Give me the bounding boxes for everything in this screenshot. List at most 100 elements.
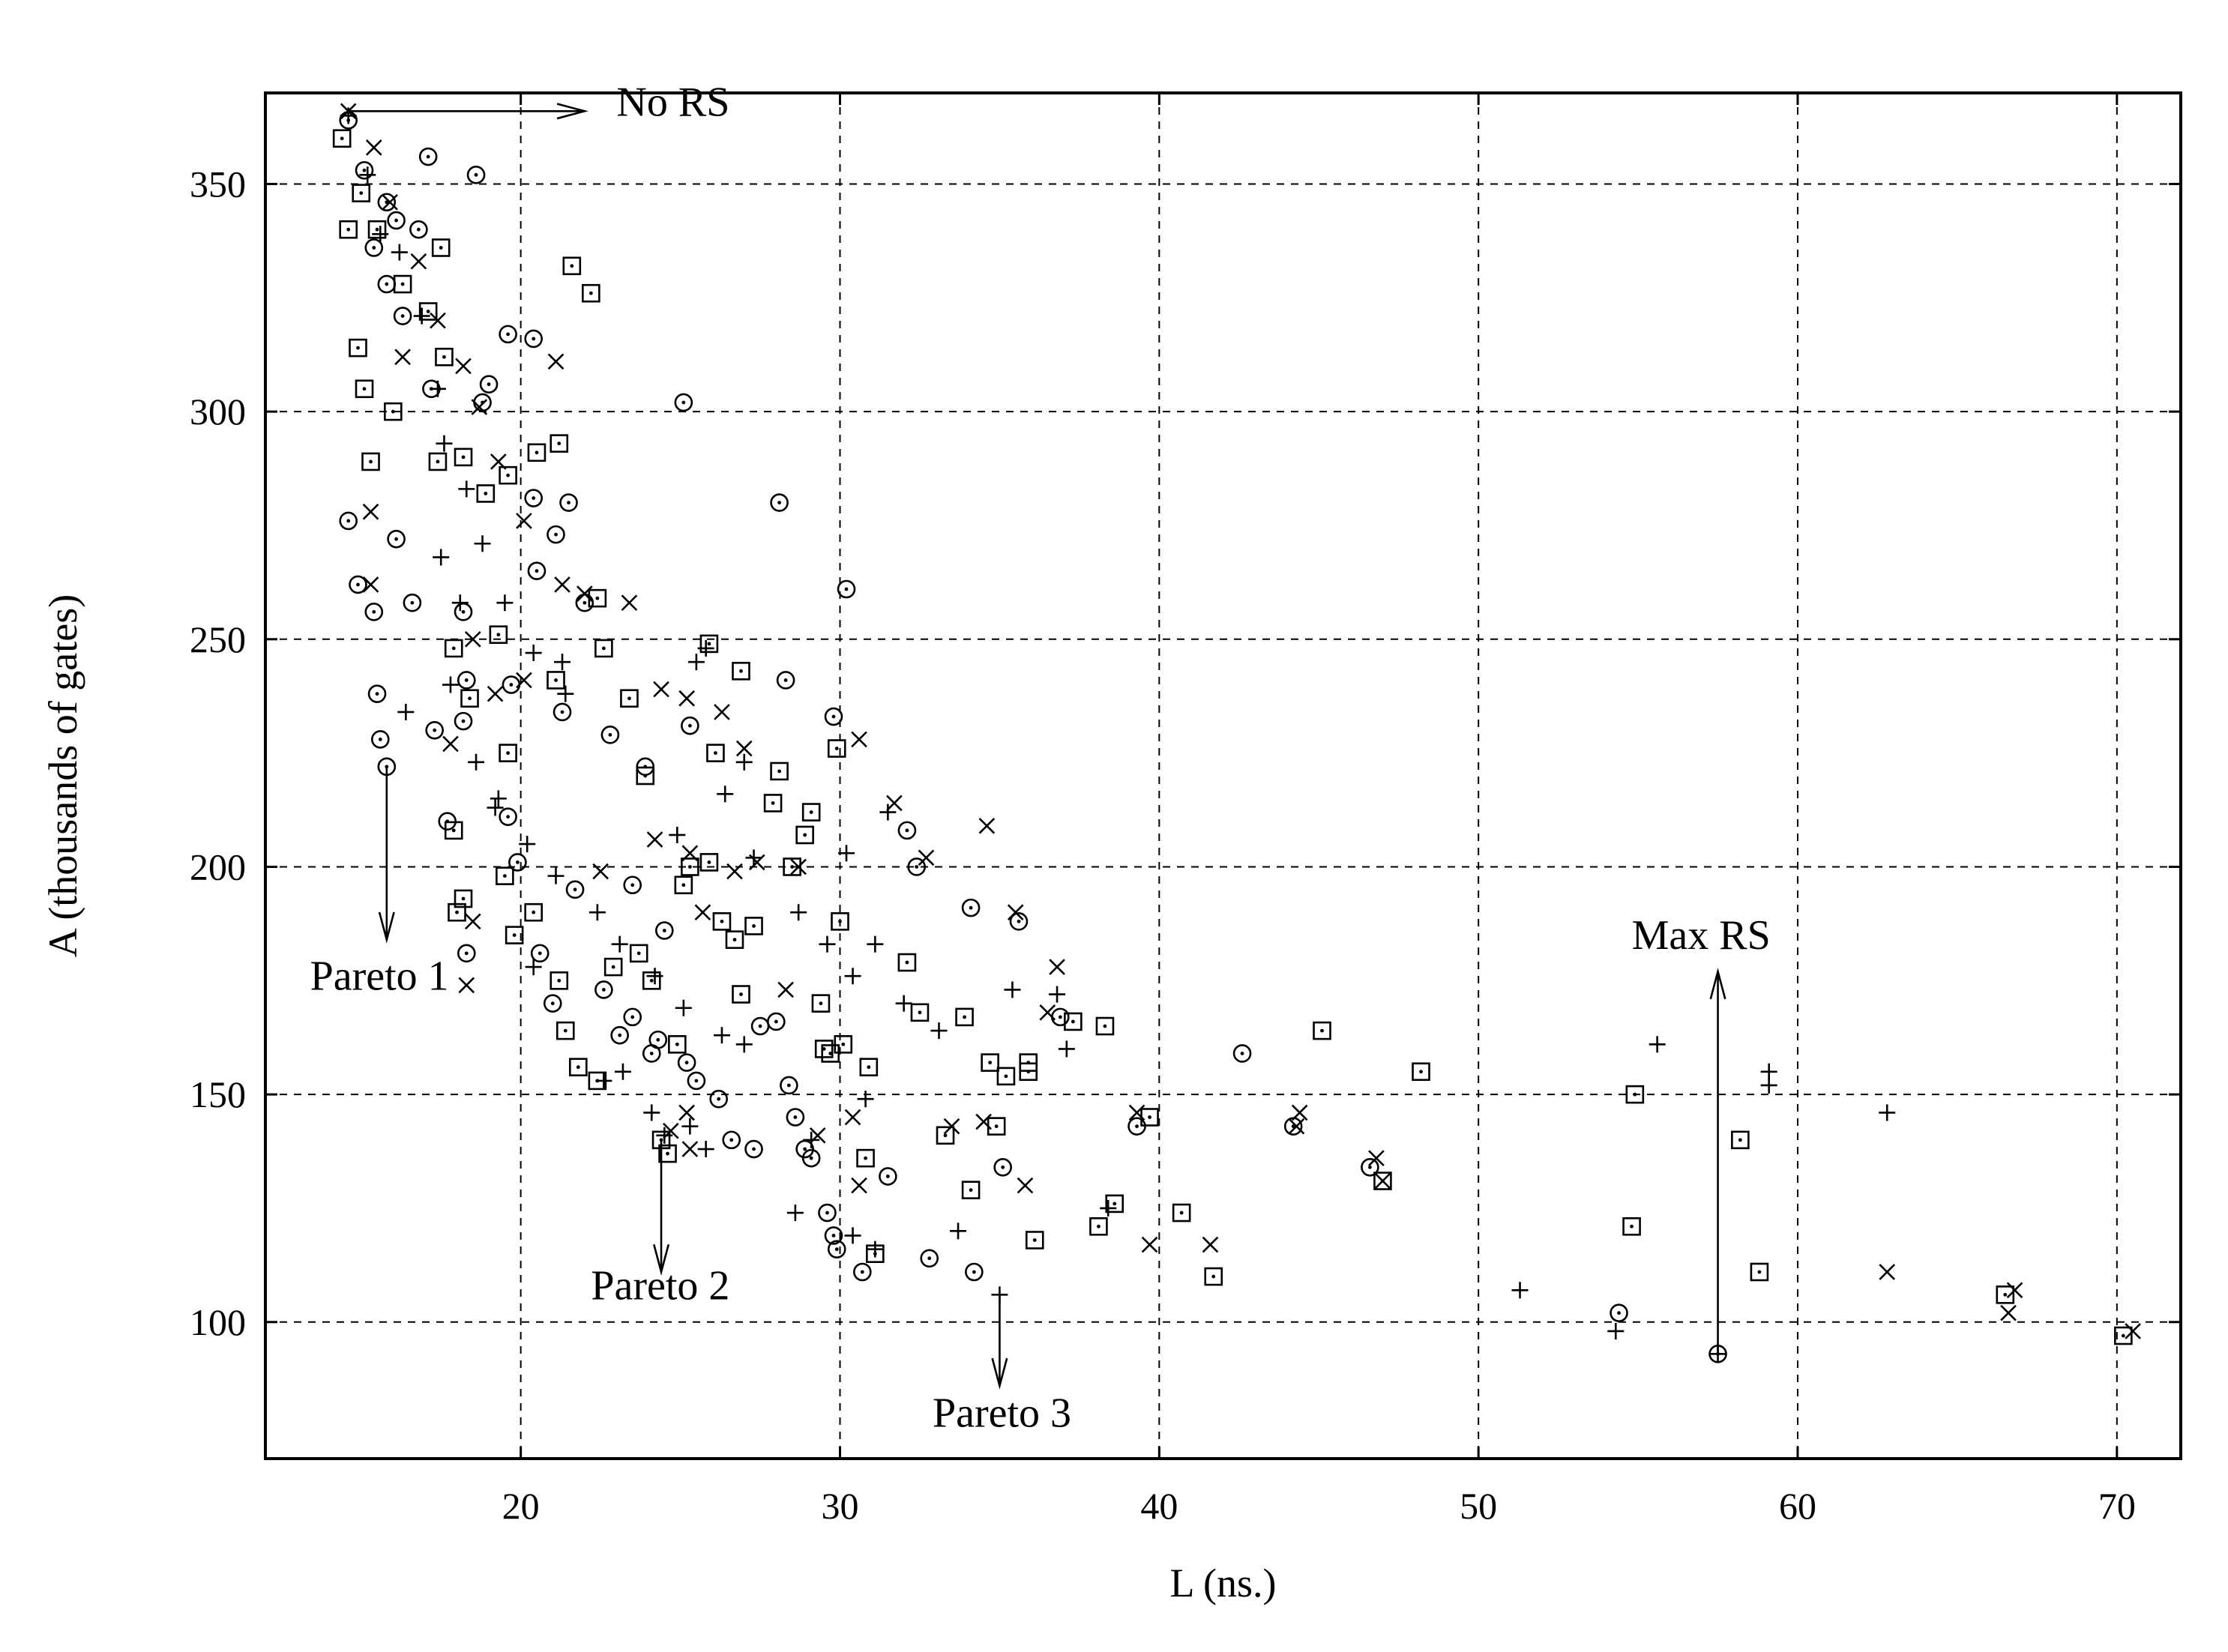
annotation-arrowhead — [1709, 968, 1726, 1000]
circle-outline — [767, 1012, 786, 1031]
annotation-label: Pareto 2 — [591, 1262, 729, 1309]
square-dot-point — [674, 875, 693, 895]
square-dot-point — [550, 434, 569, 453]
cross-point — [1141, 1236, 1158, 1253]
plus-point — [950, 1223, 967, 1240]
plus-point — [490, 790, 507, 807]
cross-stroke-b — [851, 1177, 867, 1194]
circle-outline — [818, 1203, 837, 1223]
circle-dot-point — [1051, 1007, 1070, 1027]
axis-ticks: 20 30 40 50 60 70 100 150 200 250 300 350 — [190, 93, 2181, 1527]
cross-stroke-b — [516, 513, 532, 529]
plus-point — [697, 1141, 714, 1158]
square-dot-point — [725, 930, 744, 949]
square-dot-point — [668, 1035, 687, 1054]
annotation-label: Pareto 1 — [310, 953, 449, 999]
square-center-dot — [369, 459, 373, 464]
plus-point — [442, 676, 459, 693]
square-outline — [961, 1181, 981, 1199]
circle-center-dot — [618, 1033, 622, 1037]
annotation-pareto-2: Pareto 2 — [591, 1139, 729, 1309]
circle-dot-point — [565, 880, 585, 899]
plus-point — [669, 826, 686, 843]
square-center-dot — [436, 459, 440, 464]
circle-outline — [370, 730, 390, 749]
square-outline — [1373, 1172, 1392, 1190]
square-dot-point — [588, 1071, 607, 1091]
square-center-dot — [451, 646, 456, 651]
circle-dot-point — [575, 593, 594, 612]
plus-point — [735, 1036, 753, 1053]
plus-point — [554, 654, 571, 671]
square-outline — [732, 985, 750, 1004]
circle-dot-point — [600, 726, 620, 744]
square-dot-point — [444, 821, 463, 840]
x-axis-title: L (ns.) — [1170, 1561, 1277, 1606]
cross-stroke-b — [886, 795, 903, 812]
cross-stroke-b — [1879, 1264, 1896, 1280]
square-center-dot — [1179, 1211, 1184, 1215]
cross-point — [362, 503, 379, 520]
square-outline — [981, 1053, 999, 1072]
circle-center-dot — [662, 929, 666, 932]
circle-center-dot — [532, 496, 536, 500]
cross-point — [442, 735, 459, 753]
circle-center-dot — [1135, 1124, 1139, 1129]
circle-outline — [879, 1167, 897, 1186]
square-dot-point — [961, 1181, 981, 1199]
circle-dot-point — [674, 393, 693, 412]
circle-dot-point — [524, 329, 544, 349]
y-tick-label: 300 — [190, 391, 246, 432]
square-outline — [460, 689, 479, 708]
square-outline — [1025, 1231, 1044, 1249]
square-outline — [732, 662, 750, 681]
square-dot-point — [732, 985, 750, 1004]
circle-center-dot — [681, 400, 686, 405]
square-center-dot — [484, 492, 488, 495]
square-outline — [428, 452, 448, 471]
circle-outline — [387, 211, 406, 230]
cross-point — [410, 253, 427, 270]
square-center-dot — [2003, 1292, 2008, 1297]
circle-center-dot — [560, 710, 564, 714]
circle-dot-point — [387, 211, 406, 230]
cross-point — [1288, 1118, 1305, 1135]
plus-point — [525, 959, 542, 976]
circle-outline — [524, 489, 544, 507]
circle-outline — [722, 1130, 741, 1150]
square-dot-point — [1750, 1262, 1769, 1282]
annotations: No RS Pareto 1 Pareto 2 Pareto 3 Max RS — [310, 79, 1771, 1436]
plus-point — [611, 935, 628, 953]
square-outline — [699, 634, 719, 654]
circle-center-dot — [426, 154, 430, 159]
square-center-dot — [496, 633, 501, 637]
circle-dot-point — [795, 1139, 814, 1159]
square-center-dot — [442, 355, 446, 359]
circle-dot-point — [1283, 1117, 1303, 1136]
square-outline — [1625, 1085, 1645, 1104]
circle-outline — [364, 603, 384, 621]
circle-outline — [377, 274, 397, 294]
cross-stroke-b — [410, 253, 427, 270]
square-outline — [1172, 1203, 1191, 1223]
plus-point — [397, 703, 415, 720]
cross-stroke-b — [851, 731, 867, 748]
square-outline — [562, 256, 582, 276]
plus-point — [930, 1022, 948, 1040]
circle-dot-point — [377, 274, 397, 294]
circle-center-dot — [687, 723, 692, 728]
cross-point — [694, 904, 711, 921]
square-outline — [435, 347, 454, 367]
square-outline — [582, 283, 600, 303]
cross-stroke-b — [1049, 959, 1065, 975]
cross-stroke-b — [681, 1141, 699, 1157]
plus-point — [436, 435, 453, 452]
circle-outline — [530, 944, 550, 963]
cross-stroke-b — [844, 1109, 861, 1126]
circle-center-dot — [487, 382, 491, 387]
plus-point — [819, 935, 836, 953]
cross-point — [681, 1141, 699, 1157]
plus-point — [838, 845, 855, 862]
square-center-dot — [819, 1001, 823, 1006]
square-dot-point — [384, 402, 403, 421]
